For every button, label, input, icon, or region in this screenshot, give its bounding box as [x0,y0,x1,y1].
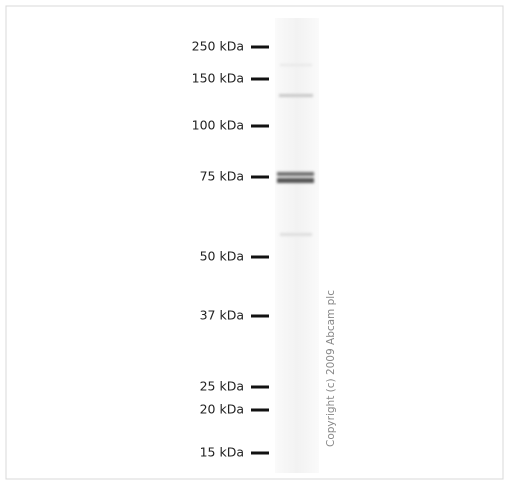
marker-label: 25 kDa [200,379,244,394]
marker-dash [251,386,269,389]
blot-figure: Copyright (c) 2009 Abcam plc 250 kDa 150 … [0,0,506,482]
marker-dash [251,452,269,455]
marker-label: 75 kDa [200,169,244,184]
band [280,233,312,236]
marker-dash [251,46,269,49]
page: Copyright (c) 2009 Abcam plc 250 kDa 150 … [0,0,506,482]
copyright: Copyright (c) 2009 Abcam plc [325,290,337,447]
band [279,94,313,97]
marker-label: 20 kDa [200,402,244,417]
marker-label: 15 kDa [200,445,244,460]
band [280,64,312,66]
band [277,172,314,176]
band [277,178,314,183]
marker-dash [251,256,269,259]
lane [275,18,319,473]
marker-dash [251,125,269,128]
marker-label: 37 kDa [200,308,244,323]
marker-label: 50 kDa [200,249,244,264]
marker-label: 100 kDa [192,118,244,133]
marker-dash [251,409,269,412]
frame [6,6,503,479]
marker-label: 250 kDa [192,39,244,54]
marker-dash [251,176,269,179]
marker-dash [251,315,269,318]
marker-dash [251,78,269,81]
marker-label: 150 kDa [192,71,244,86]
